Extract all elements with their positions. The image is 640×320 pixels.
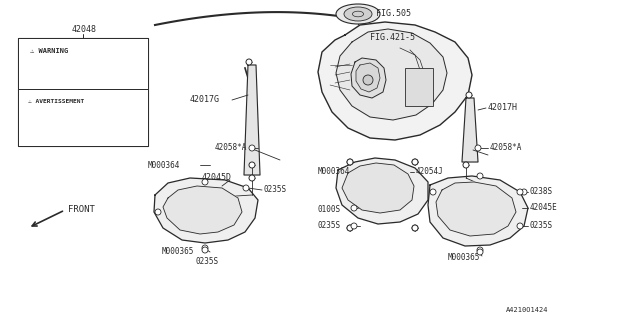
Text: 0235S: 0235S: [196, 258, 219, 267]
Text: 0235S: 0235S: [530, 221, 553, 230]
Circle shape: [477, 249, 483, 255]
Ellipse shape: [336, 4, 380, 24]
Bar: [18, 89, 148, 146]
Circle shape: [477, 247, 483, 253]
Circle shape: [466, 92, 472, 98]
Text: 42058*A: 42058*A: [490, 143, 522, 153]
Ellipse shape: [344, 7, 372, 21]
Circle shape: [412, 225, 418, 231]
Polygon shape: [351, 58, 386, 98]
Text: ⚠ WARNING: ⚠ WARNING: [30, 48, 68, 54]
Circle shape: [155, 209, 161, 215]
Circle shape: [517, 223, 523, 229]
Circle shape: [347, 225, 353, 231]
Text: ⚠ AVERTISSEMENT: ⚠ AVERTISSEMENT: [28, 99, 84, 104]
Text: 42045E: 42045E: [530, 204, 557, 212]
Circle shape: [347, 159, 353, 165]
Circle shape: [249, 162, 255, 168]
Circle shape: [517, 189, 523, 195]
Circle shape: [202, 245, 208, 251]
Text: 0235S: 0235S: [318, 221, 341, 230]
Text: 42045D: 42045D: [202, 173, 232, 182]
Circle shape: [249, 175, 255, 181]
Circle shape: [430, 189, 436, 195]
Circle shape: [412, 159, 418, 165]
Polygon shape: [336, 158, 428, 224]
Text: 42017G: 42017G: [190, 95, 220, 105]
Polygon shape: [462, 98, 478, 162]
Polygon shape: [356, 63, 380, 92]
Circle shape: [351, 205, 357, 211]
Text: FIG.505: FIG.505: [376, 9, 411, 18]
Text: M000364: M000364: [148, 161, 180, 170]
Polygon shape: [163, 186, 242, 234]
Text: 42048: 42048: [72, 26, 97, 35]
Circle shape: [202, 179, 208, 185]
Circle shape: [202, 247, 208, 253]
Polygon shape: [428, 176, 528, 246]
Circle shape: [347, 159, 353, 165]
Text: 42058*A: 42058*A: [215, 143, 248, 153]
Circle shape: [351, 223, 357, 229]
Polygon shape: [336, 29, 447, 120]
Circle shape: [363, 75, 373, 85]
Text: A4210O1424: A4210O1424: [506, 307, 548, 313]
Polygon shape: [342, 163, 414, 213]
Text: 42054J: 42054J: [416, 167, 444, 177]
Bar: [18, 38, 148, 89]
Polygon shape: [244, 65, 260, 175]
Polygon shape: [154, 178, 258, 243]
Circle shape: [249, 145, 255, 151]
Circle shape: [412, 225, 418, 231]
Text: 0238S: 0238S: [530, 188, 553, 196]
Text: M000365: M000365: [162, 247, 195, 257]
Bar: [405, 68, 433, 106]
Circle shape: [475, 145, 481, 151]
Text: FIG.421-5: FIG.421-5: [370, 34, 415, 43]
Circle shape: [521, 189, 527, 195]
Circle shape: [246, 59, 252, 65]
Circle shape: [347, 225, 353, 231]
Text: M000365: M000365: [448, 253, 481, 262]
Polygon shape: [436, 182, 516, 236]
Text: M000364: M000364: [318, 167, 350, 177]
Text: FRONT: FRONT: [68, 205, 95, 214]
Circle shape: [463, 162, 469, 168]
Text: 42017H: 42017H: [488, 103, 518, 113]
Circle shape: [243, 185, 249, 191]
Text: 0235S: 0235S: [264, 186, 287, 195]
Circle shape: [477, 173, 483, 179]
Polygon shape: [318, 22, 472, 140]
Circle shape: [412, 159, 418, 165]
Bar: [18, 38, 148, 146]
Text: 0100S: 0100S: [318, 205, 341, 214]
